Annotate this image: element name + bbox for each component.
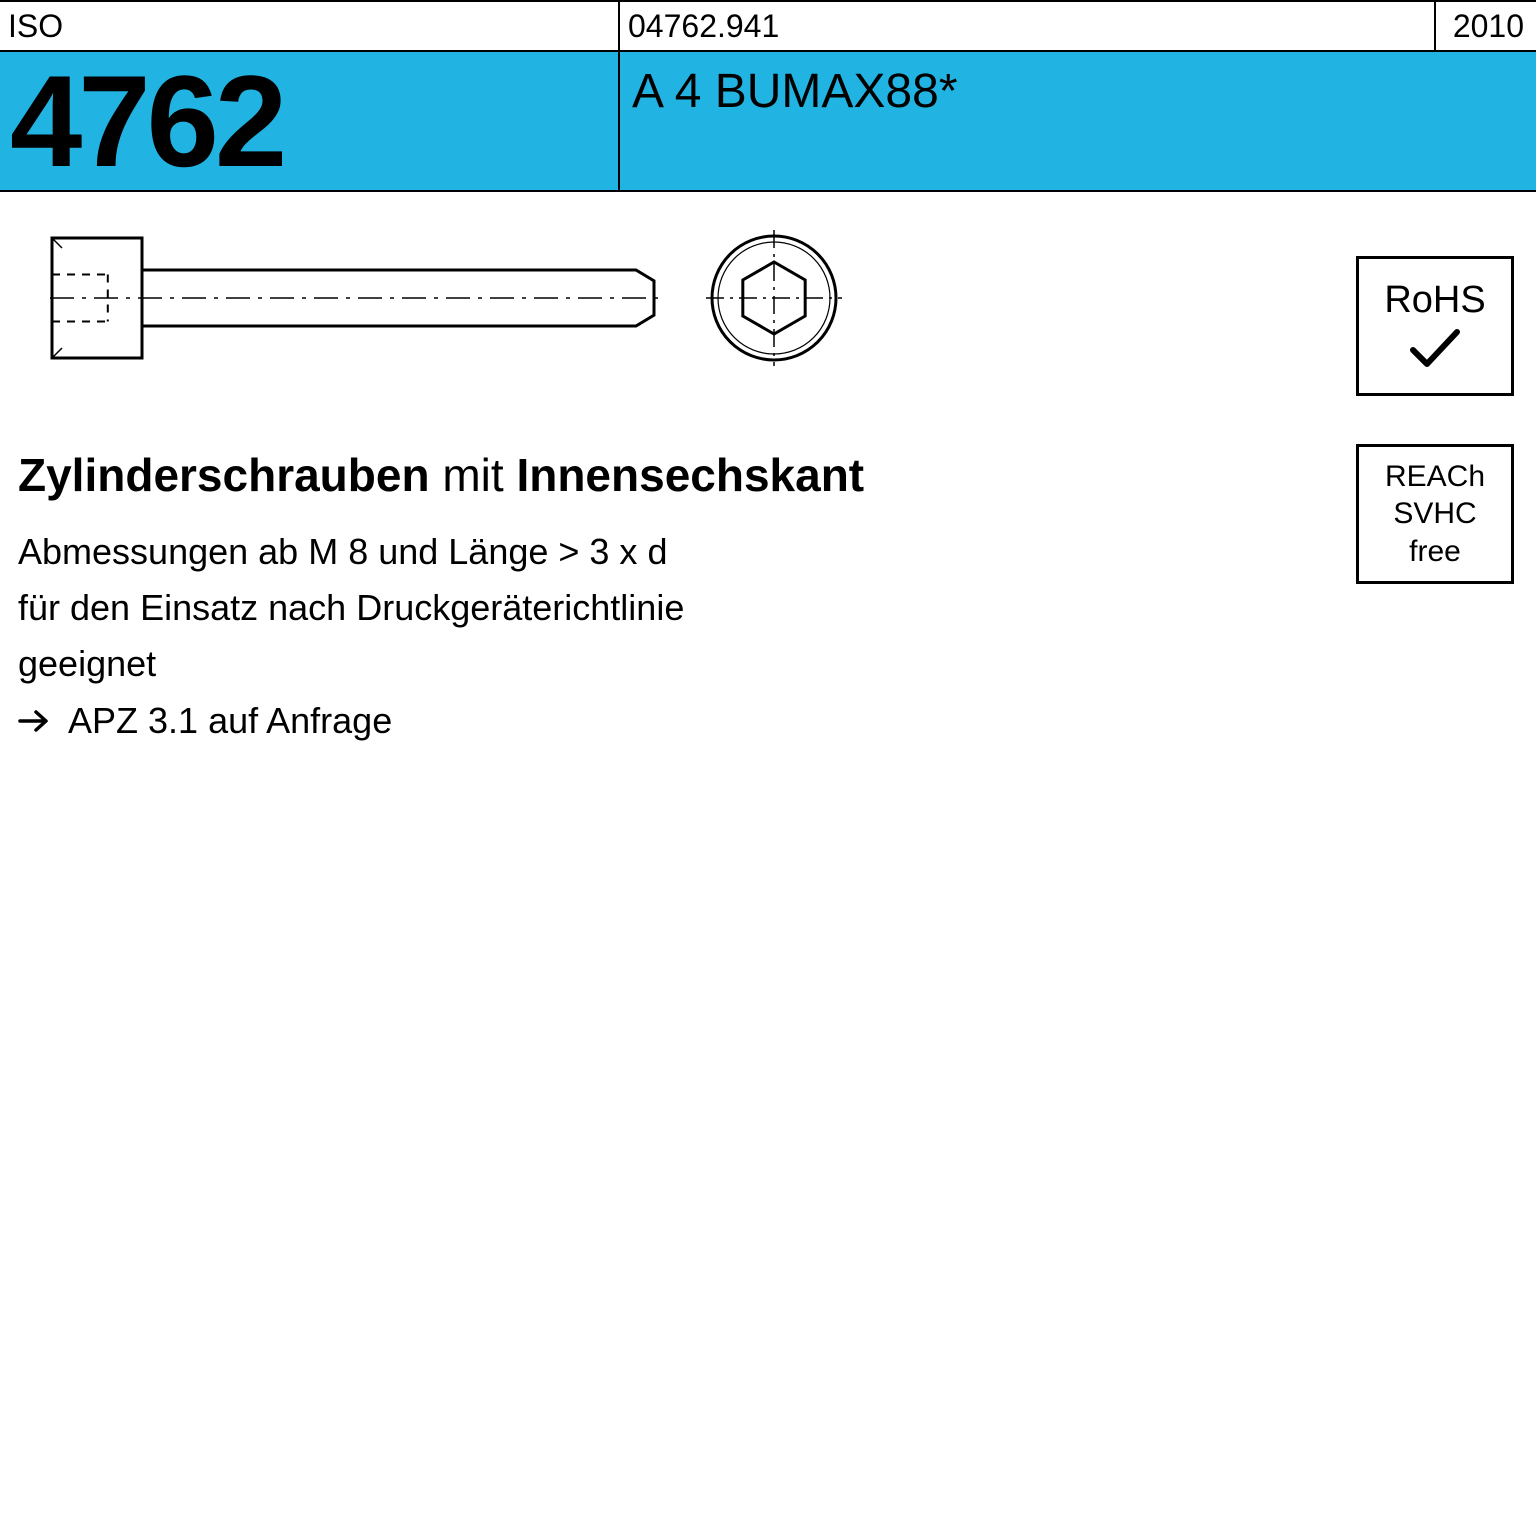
- reach-line3: free: [1385, 533, 1485, 571]
- desc-line-2: für den Einsatz nach Druckgeräterichtlin…: [18, 580, 1138, 636]
- reach-line1: REACh: [1385, 458, 1485, 496]
- arrow-icon: [18, 707, 54, 735]
- reach-line2: SVHC: [1385, 495, 1485, 533]
- title-part-b: Innensechskant: [516, 449, 864, 501]
- title-mid: mit: [430, 449, 517, 501]
- apz-text: APZ 3.1 auf Anfrage: [68, 693, 392, 749]
- content-area: Zylinderschrauben mit Innensechskant Abm…: [0, 192, 1536, 749]
- blue-band: 4762 A 4 BUMAX88*: [0, 52, 1536, 192]
- rohs-label: RoHS: [1384, 279, 1485, 322]
- bolt-front-view-icon: [704, 228, 844, 368]
- blue-left-cell: 4762: [0, 52, 620, 190]
- page-root: ISO 04762.941 2010 4762 A 4 BUMAX88* Zyl…: [0, 0, 1536, 1536]
- diagram-row: [44, 228, 1518, 368]
- check-icon: [1407, 326, 1463, 374]
- description-title: Zylinderschrauben mit Innensechskant: [18, 448, 1138, 502]
- desc-line-1: Abmessungen ab M 8 und Länge > 3 x d: [18, 524, 1138, 580]
- badges-column: RoHS REACh SVHC free: [1356, 256, 1514, 584]
- reach-badge: REACh SVHC free: [1356, 444, 1514, 584]
- desc-line-3: geeignet: [18, 636, 1138, 692]
- header-left: ISO: [0, 2, 620, 50]
- material-spec: A 4 BUMAX88*: [620, 52, 1536, 190]
- bolt-side-view-icon: [44, 228, 664, 368]
- apz-row: APZ 3.1 auf Anfrage: [18, 693, 1138, 749]
- rohs-badge: RoHS: [1356, 256, 1514, 396]
- title-part-a: Zylinderschrauben: [18, 449, 430, 501]
- header-center: 04762.941: [620, 2, 1436, 50]
- description-block: Zylinderschrauben mit Innensechskant Abm…: [18, 448, 1138, 749]
- reach-text: REACh SVHC free: [1385, 458, 1485, 571]
- standard-number: 4762: [10, 56, 283, 186]
- header-right: 2010: [1436, 2, 1536, 50]
- header-row: ISO 04762.941 2010: [0, 0, 1536, 52]
